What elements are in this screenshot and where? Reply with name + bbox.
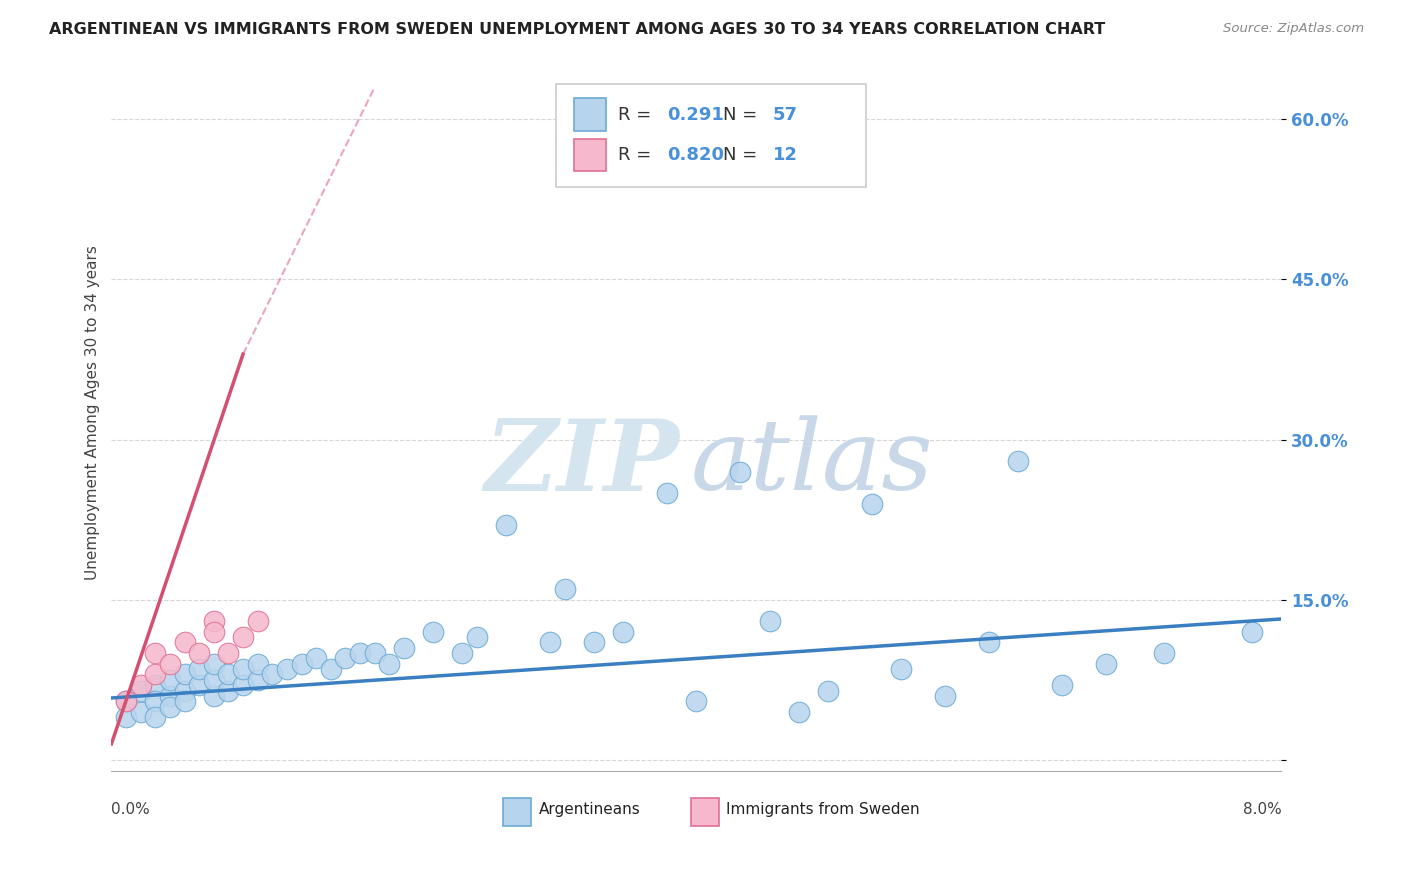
Point <box>730 465 752 479</box>
Point <box>129 705 152 719</box>
Point <box>860 497 883 511</box>
Point <box>217 667 239 681</box>
Point <box>262 667 284 681</box>
Text: 57: 57 <box>772 105 797 123</box>
Text: Immigrants from Sweden: Immigrants from Sweden <box>725 803 920 817</box>
FancyBboxPatch shape <box>555 84 866 187</box>
Point <box>143 646 166 660</box>
FancyBboxPatch shape <box>574 98 606 130</box>
Point <box>173 635 195 649</box>
Point <box>787 705 810 719</box>
Point <box>583 635 606 649</box>
Point <box>758 614 780 628</box>
Point <box>422 624 444 639</box>
Point <box>538 635 561 649</box>
Point <box>143 678 166 692</box>
Point <box>159 657 181 671</box>
Point <box>232 678 254 692</box>
Point <box>159 673 181 687</box>
Point <box>115 694 138 708</box>
Point <box>143 710 166 724</box>
Text: 0.291: 0.291 <box>668 105 724 123</box>
Text: ARGENTINEAN VS IMMIGRANTS FROM SWEDEN UNEMPLOYMENT AMONG AGES 30 TO 34 YEARS COR: ARGENTINEAN VS IMMIGRANTS FROM SWEDEN UN… <box>49 22 1105 37</box>
FancyBboxPatch shape <box>503 798 531 826</box>
Text: ZIP: ZIP <box>484 415 679 511</box>
Point <box>246 673 269 687</box>
Point <box>657 486 679 500</box>
Point <box>202 614 225 628</box>
Point <box>159 689 181 703</box>
Point <box>276 662 298 676</box>
Point <box>159 699 181 714</box>
Point <box>202 624 225 639</box>
Point <box>202 657 225 671</box>
Point <box>115 694 138 708</box>
Point <box>202 689 225 703</box>
Point <box>495 518 517 533</box>
Text: N =: N = <box>723 105 763 123</box>
Text: 8.0%: 8.0% <box>1243 803 1281 817</box>
Point <box>451 646 474 660</box>
Point <box>202 673 225 687</box>
Point <box>612 624 634 639</box>
Point <box>173 667 195 681</box>
Text: 12: 12 <box>772 146 797 164</box>
Point <box>129 683 152 698</box>
Text: Source: ZipAtlas.com: Source: ZipAtlas.com <box>1223 22 1364 36</box>
Point <box>246 614 269 628</box>
Y-axis label: Unemployment Among Ages 30 to 34 years: Unemployment Among Ages 30 to 34 years <box>86 245 100 581</box>
FancyBboxPatch shape <box>690 798 718 826</box>
Point <box>1153 646 1175 660</box>
Point <box>335 651 357 665</box>
Text: R =: R = <box>619 105 657 123</box>
Point <box>305 651 328 665</box>
Point <box>115 710 138 724</box>
Point <box>363 646 385 660</box>
Point <box>188 662 211 676</box>
Point <box>378 657 401 671</box>
Point <box>217 646 239 660</box>
Point <box>217 683 239 698</box>
Point <box>188 646 211 660</box>
Point <box>319 662 342 676</box>
Point <box>685 694 707 708</box>
Text: atlas: atlas <box>690 416 934 510</box>
Point <box>246 657 269 671</box>
Point <box>934 689 956 703</box>
Point <box>143 667 166 681</box>
Point <box>173 683 195 698</box>
Point <box>1007 454 1029 468</box>
Point <box>817 683 839 698</box>
Point <box>129 678 152 692</box>
Text: 0.820: 0.820 <box>668 146 724 164</box>
Text: N =: N = <box>723 146 763 164</box>
Point <box>232 630 254 644</box>
Text: Argentineans: Argentineans <box>538 803 640 817</box>
Point <box>143 694 166 708</box>
FancyBboxPatch shape <box>574 139 606 171</box>
Point <box>392 640 415 655</box>
Point <box>232 662 254 676</box>
Point <box>188 678 211 692</box>
Point <box>290 657 312 671</box>
Text: 0.0%: 0.0% <box>111 803 150 817</box>
Point <box>554 582 576 596</box>
Point <box>173 694 195 708</box>
Point <box>465 630 488 644</box>
Point <box>977 635 1000 649</box>
Point <box>890 662 912 676</box>
Point <box>349 646 371 660</box>
Text: R =: R = <box>619 146 657 164</box>
Point <box>1241 624 1264 639</box>
Point <box>1095 657 1118 671</box>
Point <box>1050 678 1073 692</box>
